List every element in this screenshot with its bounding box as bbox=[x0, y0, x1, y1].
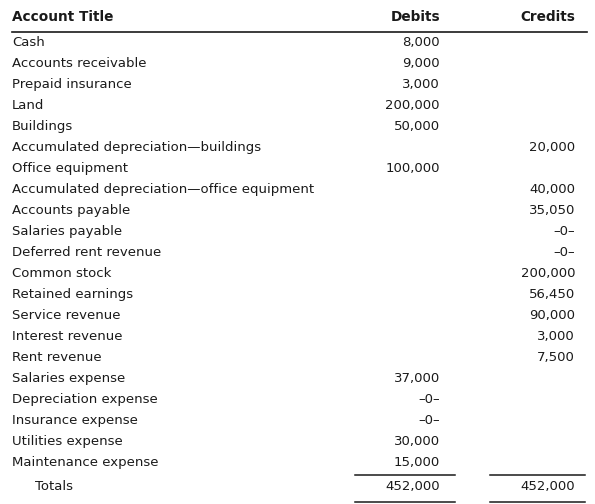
Text: Land: Land bbox=[12, 99, 45, 112]
Text: 40,000: 40,000 bbox=[529, 183, 575, 196]
Text: Account Title: Account Title bbox=[12, 10, 114, 24]
Text: Credits: Credits bbox=[520, 10, 575, 24]
Text: 452,000: 452,000 bbox=[386, 480, 440, 493]
Text: Office equipment: Office equipment bbox=[12, 162, 128, 175]
Text: 452,000: 452,000 bbox=[521, 480, 575, 493]
Text: 3,000: 3,000 bbox=[402, 78, 440, 91]
Text: Cash: Cash bbox=[12, 36, 45, 49]
Text: Utilities expense: Utilities expense bbox=[12, 435, 123, 448]
Text: 56,450: 56,450 bbox=[529, 288, 575, 301]
Text: Accounts receivable: Accounts receivable bbox=[12, 57, 146, 70]
Text: 37,000: 37,000 bbox=[394, 372, 440, 385]
Text: Deferred rent revenue: Deferred rent revenue bbox=[12, 246, 161, 259]
Text: Salaries expense: Salaries expense bbox=[12, 372, 126, 385]
Text: Prepaid insurance: Prepaid insurance bbox=[12, 78, 131, 91]
Text: –0–: –0– bbox=[553, 246, 575, 259]
Text: 20,000: 20,000 bbox=[529, 141, 575, 154]
Text: Maintenance expense: Maintenance expense bbox=[12, 456, 158, 469]
Text: Common stock: Common stock bbox=[12, 267, 111, 280]
Text: Accounts payable: Accounts payable bbox=[12, 204, 130, 217]
Text: –0–: –0– bbox=[553, 225, 575, 238]
Text: Accumulated depreciation—office equipment: Accumulated depreciation—office equipmen… bbox=[12, 183, 314, 196]
Text: 90,000: 90,000 bbox=[529, 309, 575, 322]
Text: 3,000: 3,000 bbox=[537, 330, 575, 343]
Text: 7,500: 7,500 bbox=[537, 351, 575, 364]
Text: Totals: Totals bbox=[35, 480, 73, 493]
Text: 35,050: 35,050 bbox=[528, 204, 575, 217]
Text: Rent revenue: Rent revenue bbox=[12, 351, 102, 364]
Text: Insurance expense: Insurance expense bbox=[12, 414, 138, 427]
Text: 200,000: 200,000 bbox=[521, 267, 575, 280]
Text: Buildings: Buildings bbox=[12, 120, 73, 133]
Text: Interest revenue: Interest revenue bbox=[12, 330, 123, 343]
Text: 8,000: 8,000 bbox=[402, 36, 440, 49]
Text: –0–: –0– bbox=[418, 414, 440, 427]
Text: 9,000: 9,000 bbox=[402, 57, 440, 70]
Text: 15,000: 15,000 bbox=[394, 456, 440, 469]
Text: 100,000: 100,000 bbox=[386, 162, 440, 175]
Text: 30,000: 30,000 bbox=[394, 435, 440, 448]
Text: 200,000: 200,000 bbox=[386, 99, 440, 112]
Text: 50,000: 50,000 bbox=[394, 120, 440, 133]
Text: Service revenue: Service revenue bbox=[12, 309, 121, 322]
Text: Depreciation expense: Depreciation expense bbox=[12, 393, 158, 406]
Text: –0–: –0– bbox=[418, 393, 440, 406]
Text: Salaries payable: Salaries payable bbox=[12, 225, 122, 238]
Text: Accumulated depreciation—buildings: Accumulated depreciation—buildings bbox=[12, 141, 261, 154]
Text: Retained earnings: Retained earnings bbox=[12, 288, 133, 301]
Text: Debits: Debits bbox=[390, 10, 440, 24]
